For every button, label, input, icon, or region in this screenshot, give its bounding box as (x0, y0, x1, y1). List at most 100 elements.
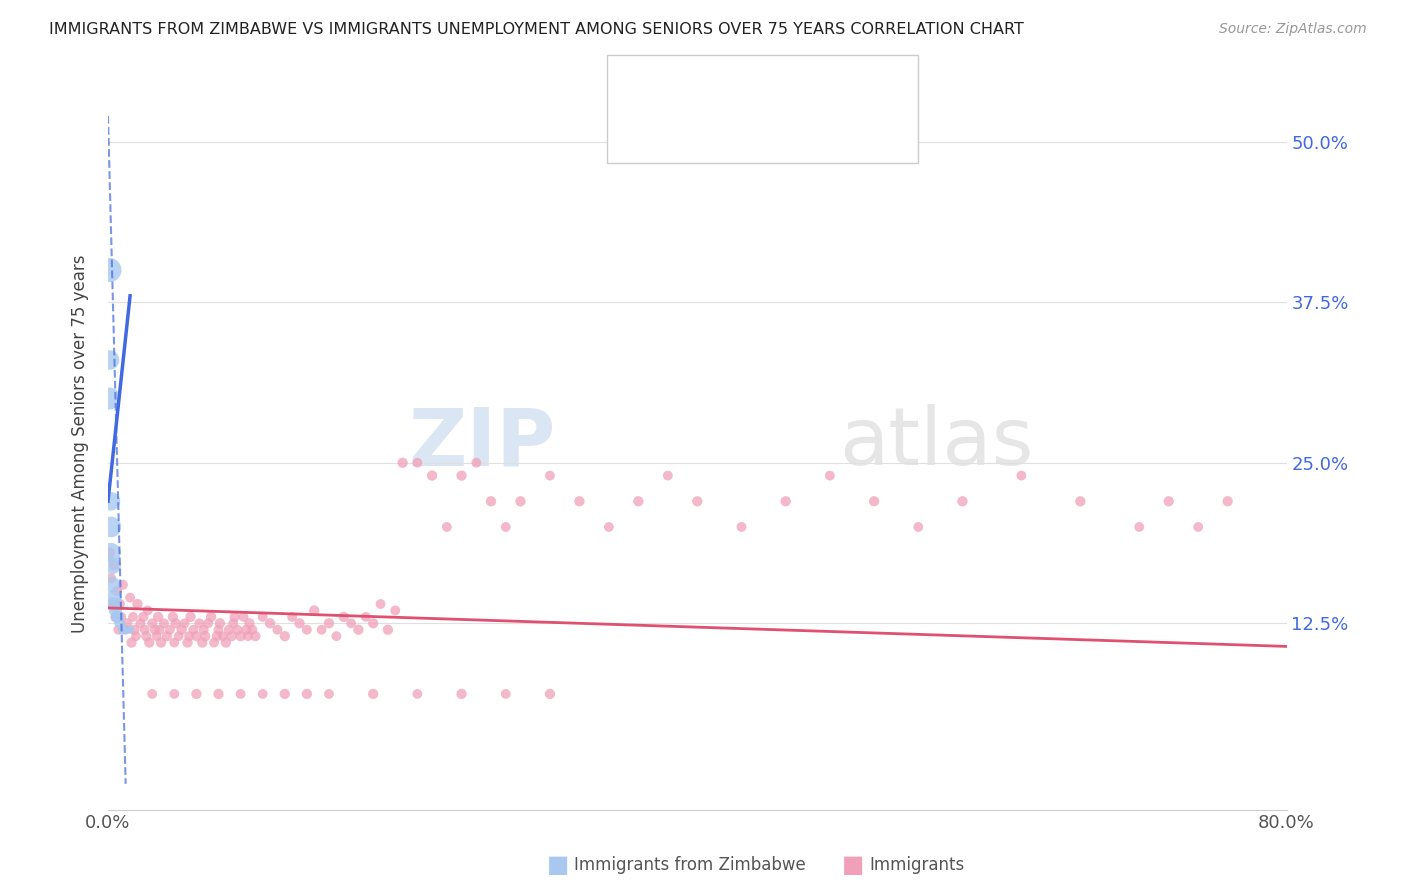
Point (103, 597, 125, 611)
Point (156, 629, 179, 643)
Text: ■: ■ (842, 854, 865, 877)
Point (205, 629, 228, 643)
Point (538, 468, 561, 483)
Text: 128: 128 (786, 116, 821, 134)
Point (111, 623, 134, 637)
Point (479, 494, 502, 508)
Point (370, 597, 392, 611)
Point (145, 629, 167, 643)
Point (194, 629, 217, 643)
Point (98, 353, 121, 368)
Point (274, 629, 297, 643)
Point (361, 687, 384, 701)
Text: 17: 17 (786, 76, 808, 94)
Point (132, 610, 155, 624)
Point (125, 629, 148, 643)
Point (295, 687, 318, 701)
Point (627, 494, 650, 508)
Point (143, 623, 166, 637)
Point (304, 603, 326, 617)
Point (598, 520, 620, 534)
Point (450, 687, 472, 701)
Point (129, 616, 152, 631)
Point (377, 623, 399, 637)
Point (173, 616, 195, 631)
Point (240, 623, 263, 637)
Point (281, 610, 304, 624)
Point (150, 635, 173, 649)
Point (325, 629, 347, 643)
Point (114, 623, 136, 637)
Point (138, 635, 160, 649)
Point (193, 623, 215, 637)
Point (200, 610, 222, 624)
Point (208, 616, 231, 631)
Point (229, 687, 252, 701)
Point (177, 629, 200, 643)
Point (232, 610, 254, 624)
Point (436, 520, 458, 534)
Point (222, 616, 245, 631)
Point (124, 623, 146, 637)
Point (236, 629, 259, 643)
Point (406, 687, 429, 701)
Point (122, 610, 145, 624)
Point (120, 591, 142, 605)
Point (111, 578, 134, 592)
Point (104, 603, 127, 617)
Point (107, 610, 129, 624)
Point (148, 623, 170, 637)
Point (1216, 494, 1239, 508)
Point (252, 687, 274, 701)
Point (146, 610, 169, 624)
Point (197, 616, 219, 631)
Point (406, 456, 429, 470)
Point (108, 616, 131, 631)
Point (450, 468, 472, 483)
Point (207, 623, 229, 637)
Point (775, 494, 797, 508)
Text: ■: ■ (547, 854, 569, 877)
Point (495, 520, 517, 534)
Point (163, 635, 186, 649)
Point (186, 687, 208, 701)
Point (495, 687, 517, 701)
Point (98, 392, 121, 406)
Point (863, 494, 886, 508)
Point (288, 616, 311, 631)
Point (340, 616, 363, 631)
Point (907, 520, 929, 534)
Point (218, 623, 240, 637)
Point (465, 456, 488, 470)
Point (141, 687, 163, 701)
Point (110, 610, 132, 624)
Point (509, 494, 531, 508)
Point (100, 571, 122, 585)
Point (107, 623, 129, 637)
Point (274, 687, 297, 701)
Point (98, 546, 121, 560)
Point (103, 591, 125, 605)
Point (127, 597, 149, 611)
Point (361, 616, 384, 631)
Point (100, 520, 122, 534)
Point (347, 623, 370, 637)
Point (98, 263, 121, 277)
Point (167, 629, 190, 643)
Text: 0.336: 0.336 (688, 76, 740, 94)
Point (134, 623, 156, 637)
Point (114, 623, 136, 637)
Point (311, 623, 333, 637)
Text: N =: N = (741, 116, 778, 134)
Point (221, 629, 243, 643)
Point (657, 468, 679, 483)
Point (121, 635, 143, 649)
Point (207, 687, 229, 701)
Point (229, 629, 252, 643)
Point (295, 623, 318, 637)
Point (135, 629, 157, 643)
Point (252, 610, 274, 624)
Point (1128, 520, 1150, 534)
Point (538, 687, 561, 701)
Text: atlas: atlas (839, 404, 1033, 483)
